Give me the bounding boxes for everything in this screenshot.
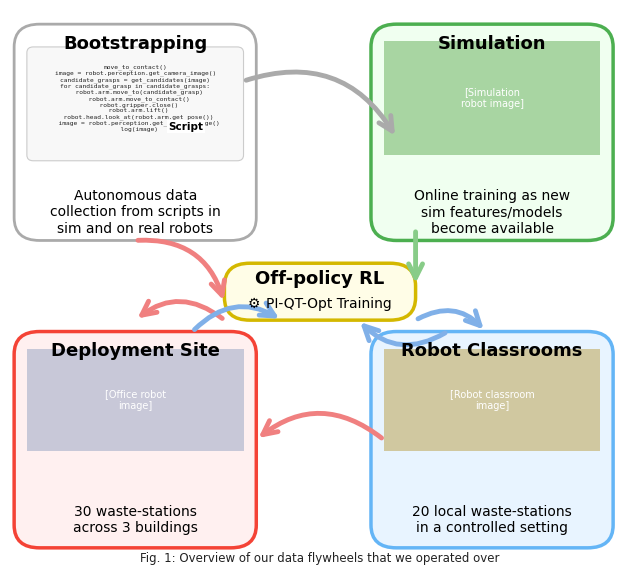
Text: move_to_contact()
image = robot.perception.get_camera_image()
candidate_grasps =: move_to_contact() image = robot.percepti… [51,64,220,132]
FancyBboxPatch shape [27,348,244,451]
Text: ⚙︎  PI-QT-Opt Training: ⚙︎ PI-QT-Opt Training [248,297,392,311]
Text: Simulation: Simulation [438,35,547,53]
FancyBboxPatch shape [371,24,613,240]
FancyBboxPatch shape [384,348,600,451]
Text: Off-policy RL: Off-policy RL [255,270,385,288]
Text: 30 waste-stations
across 3 buildings: 30 waste-stations across 3 buildings [73,505,198,535]
Text: Autonomous data
collection from scripts in
sim and on real robots: Autonomous data collection from scripts … [50,189,221,236]
Text: 20 local waste-stations
in a controlled setting: 20 local waste-stations in a controlled … [412,505,572,535]
FancyBboxPatch shape [225,263,415,320]
Text: [Office robot
image]: [Office robot image] [105,389,166,411]
Text: Script: Script [169,122,204,132]
FancyBboxPatch shape [14,24,256,240]
Text: Online training as new
sim features/models
become available: Online training as new sim features/mode… [414,189,570,236]
Text: [Robot classroom
image]: [Robot classroom image] [450,389,534,411]
Text: Fig. 1: Overview of our data flywheels that we operated over: Fig. 1: Overview of our data flywheels t… [140,552,500,565]
Text: [Simulation
robot image]: [Simulation robot image] [461,88,524,109]
FancyBboxPatch shape [14,332,256,548]
FancyBboxPatch shape [371,332,613,548]
FancyBboxPatch shape [384,41,600,155]
Text: Robot Classrooms: Robot Classrooms [401,342,583,360]
Text: Deployment Site: Deployment Site [51,342,220,360]
FancyBboxPatch shape [27,47,244,161]
Text: Bootstrapping: Bootstrapping [63,35,207,53]
